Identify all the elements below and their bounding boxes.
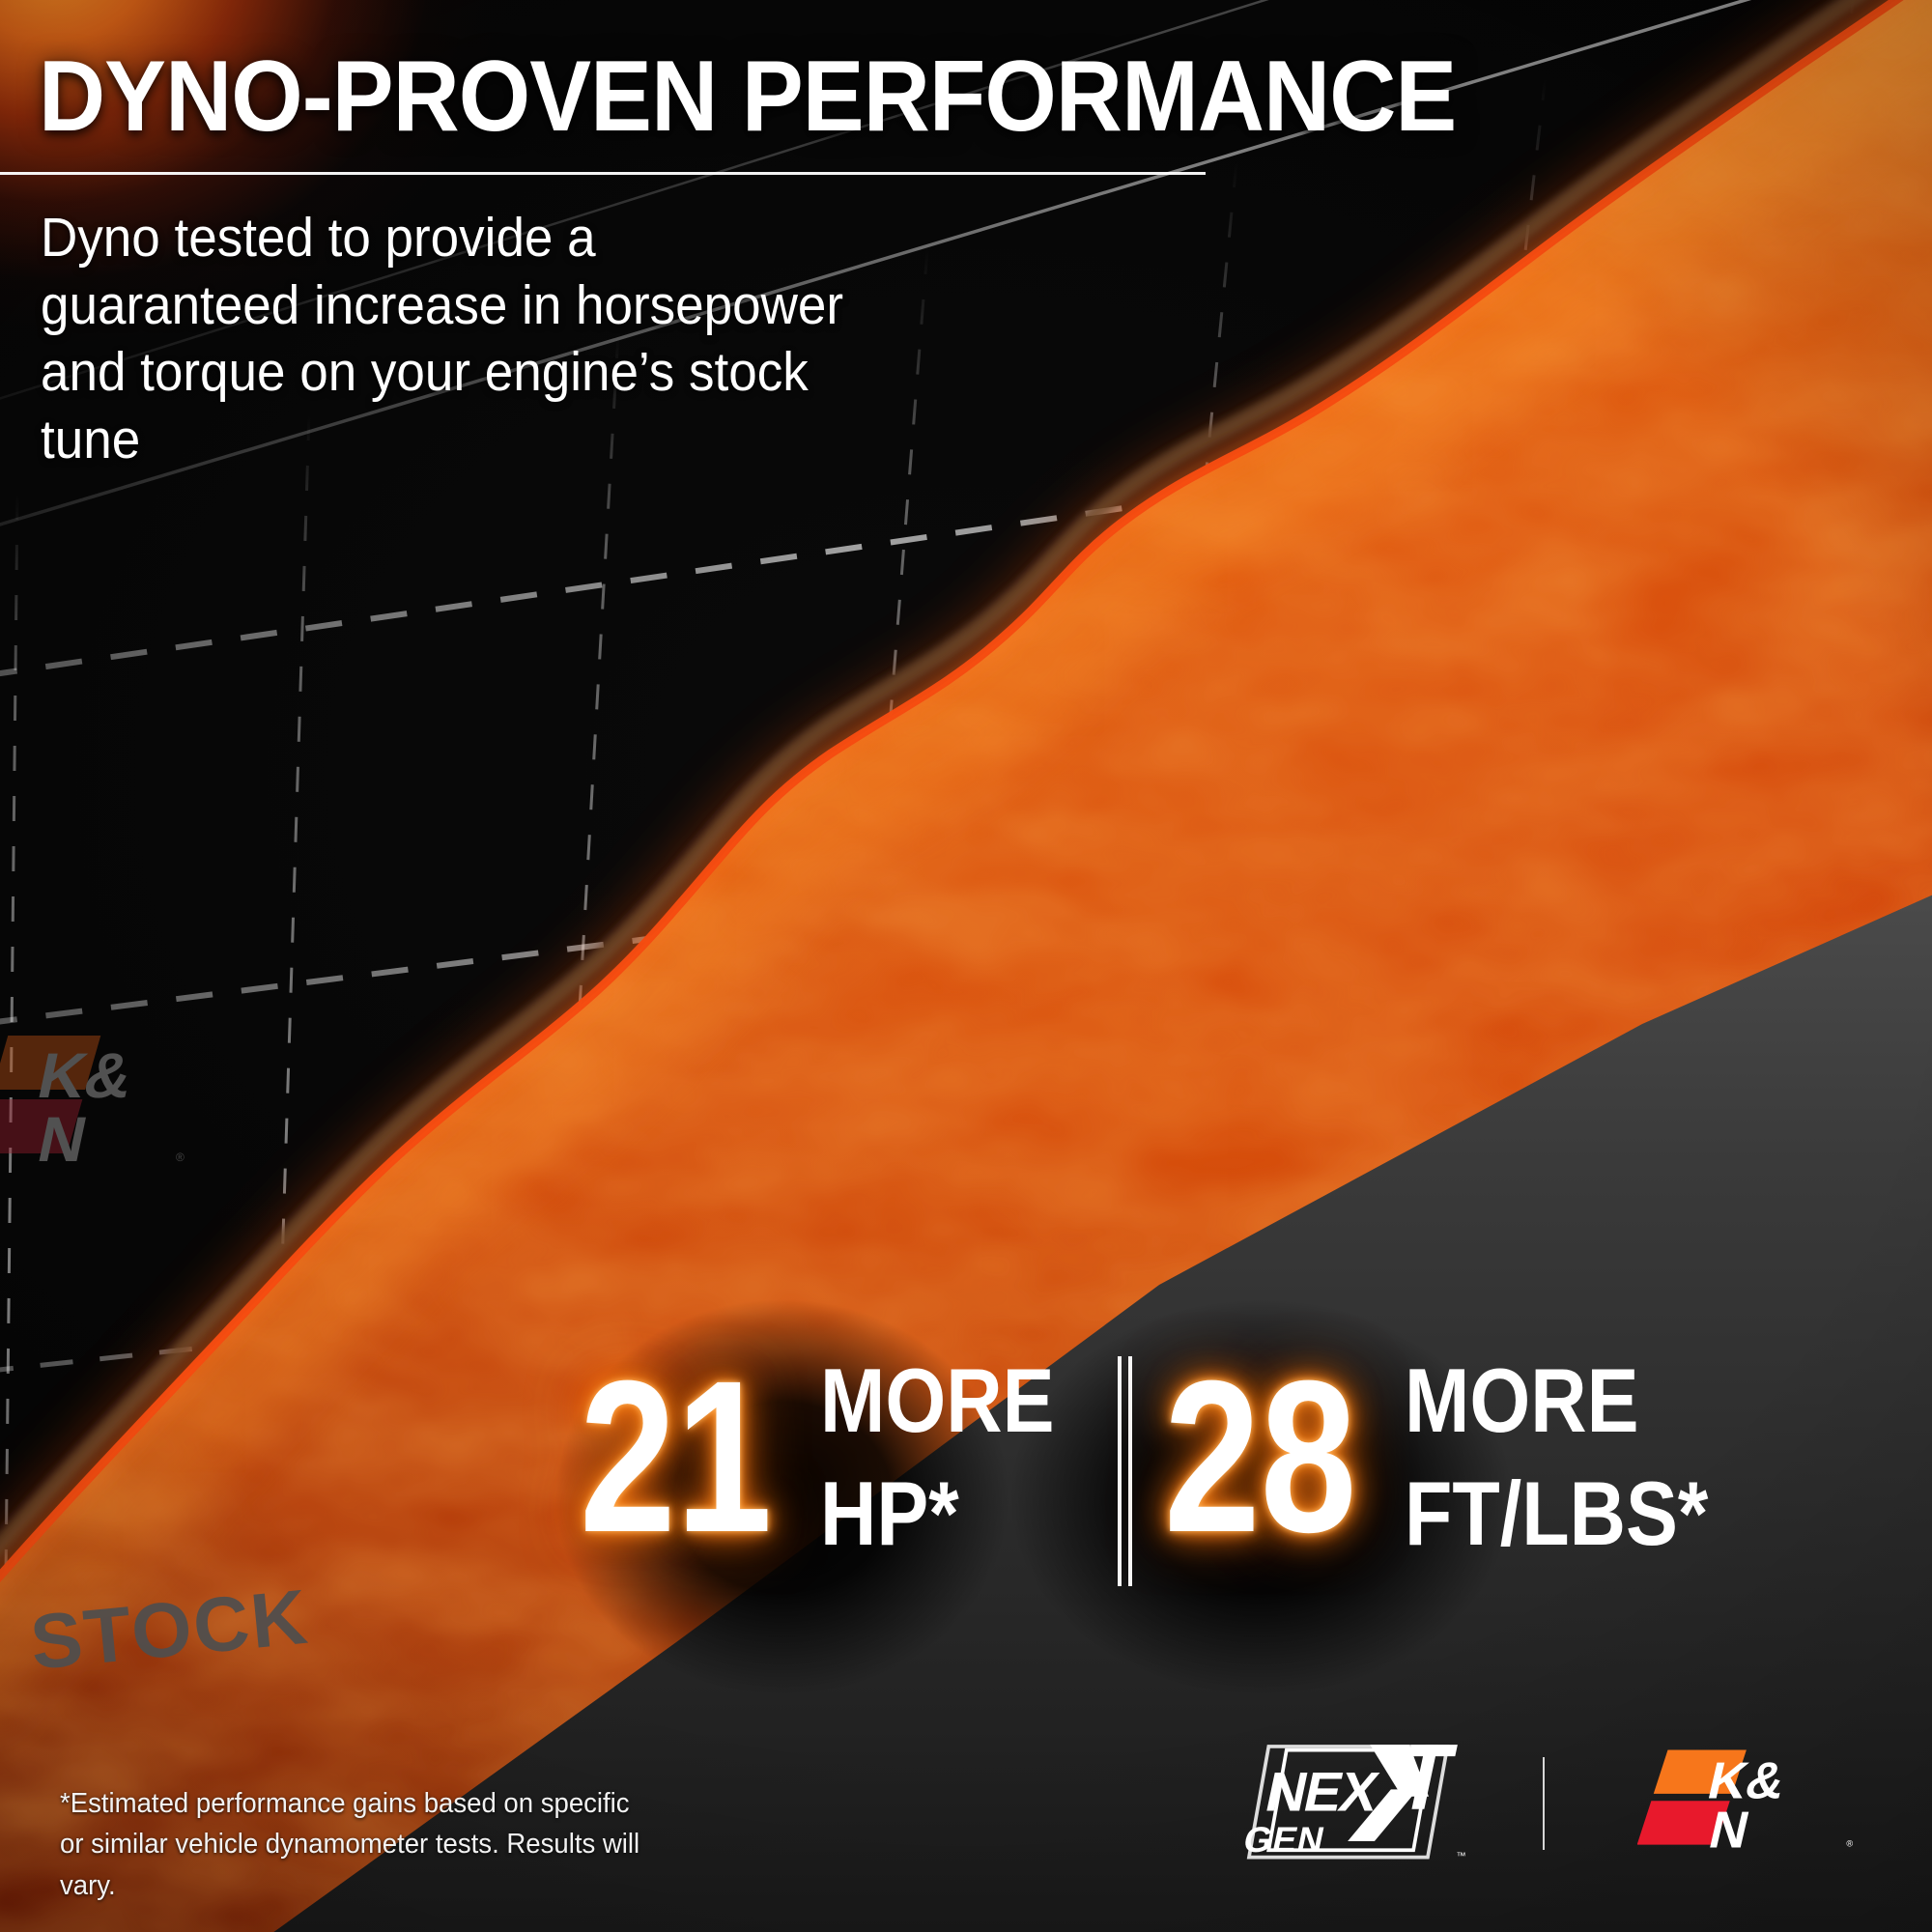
page-subtitle: Dyno tested to provide a guaranteed incr… xyxy=(41,207,844,470)
footer-logo-separator xyxy=(1543,1757,1545,1850)
stat-torque-value: 28 xyxy=(1164,1335,1357,1577)
svg-text:K&: K& xyxy=(1703,1751,1791,1809)
stat-horsepower-label: MORE HP* xyxy=(820,1345,1055,1570)
svg-text:®: ® xyxy=(176,1151,185,1164)
kn-watermark-logo: K& N ® xyxy=(0,1016,205,1185)
title-divider-rule xyxy=(0,172,1206,175)
nextgen-tm: ™ xyxy=(1457,1851,1466,1861)
stat-horsepower-value: 21 xyxy=(580,1335,773,1577)
stat-torque-more: MORE xyxy=(1405,1350,1639,1451)
stat-torque: 28 MORE FT/LBS* xyxy=(1164,1345,1758,1570)
svg-text:K&: K& xyxy=(32,1041,139,1112)
nextgen-logo: NEX GEN ™ xyxy=(1236,1734,1487,1874)
stat-horsepower-more: MORE xyxy=(820,1350,1055,1451)
stat-torque-label: MORE FT/LBS* xyxy=(1405,1345,1708,1570)
footer-logo-row: NEX GEN ™ xyxy=(1236,1731,1874,1876)
kn-logo: K& N ® xyxy=(1636,1745,1874,1862)
stat-horsepower: 21 MORE HP* xyxy=(580,1345,1093,1570)
stat-torque-unit: FT/LBS* xyxy=(1405,1462,1709,1564)
kn-registered-mark: ® xyxy=(1846,1838,1853,1848)
svg-text:GEN: GEN xyxy=(1240,1819,1329,1860)
page-title: DYNO-PROVEN PERFORMANCE xyxy=(39,41,1457,153)
svg-text:NEX: NEX xyxy=(1261,1762,1384,1823)
stat-horsepower-unit: HP* xyxy=(820,1462,959,1564)
stats-row: 21 MORE HP* 28 MORE FT/LBS* xyxy=(580,1345,1758,1586)
footnote-disclaimer: *Estimated performance gains based on sp… xyxy=(60,1788,640,1901)
stats-divider xyxy=(1118,1356,1143,1586)
